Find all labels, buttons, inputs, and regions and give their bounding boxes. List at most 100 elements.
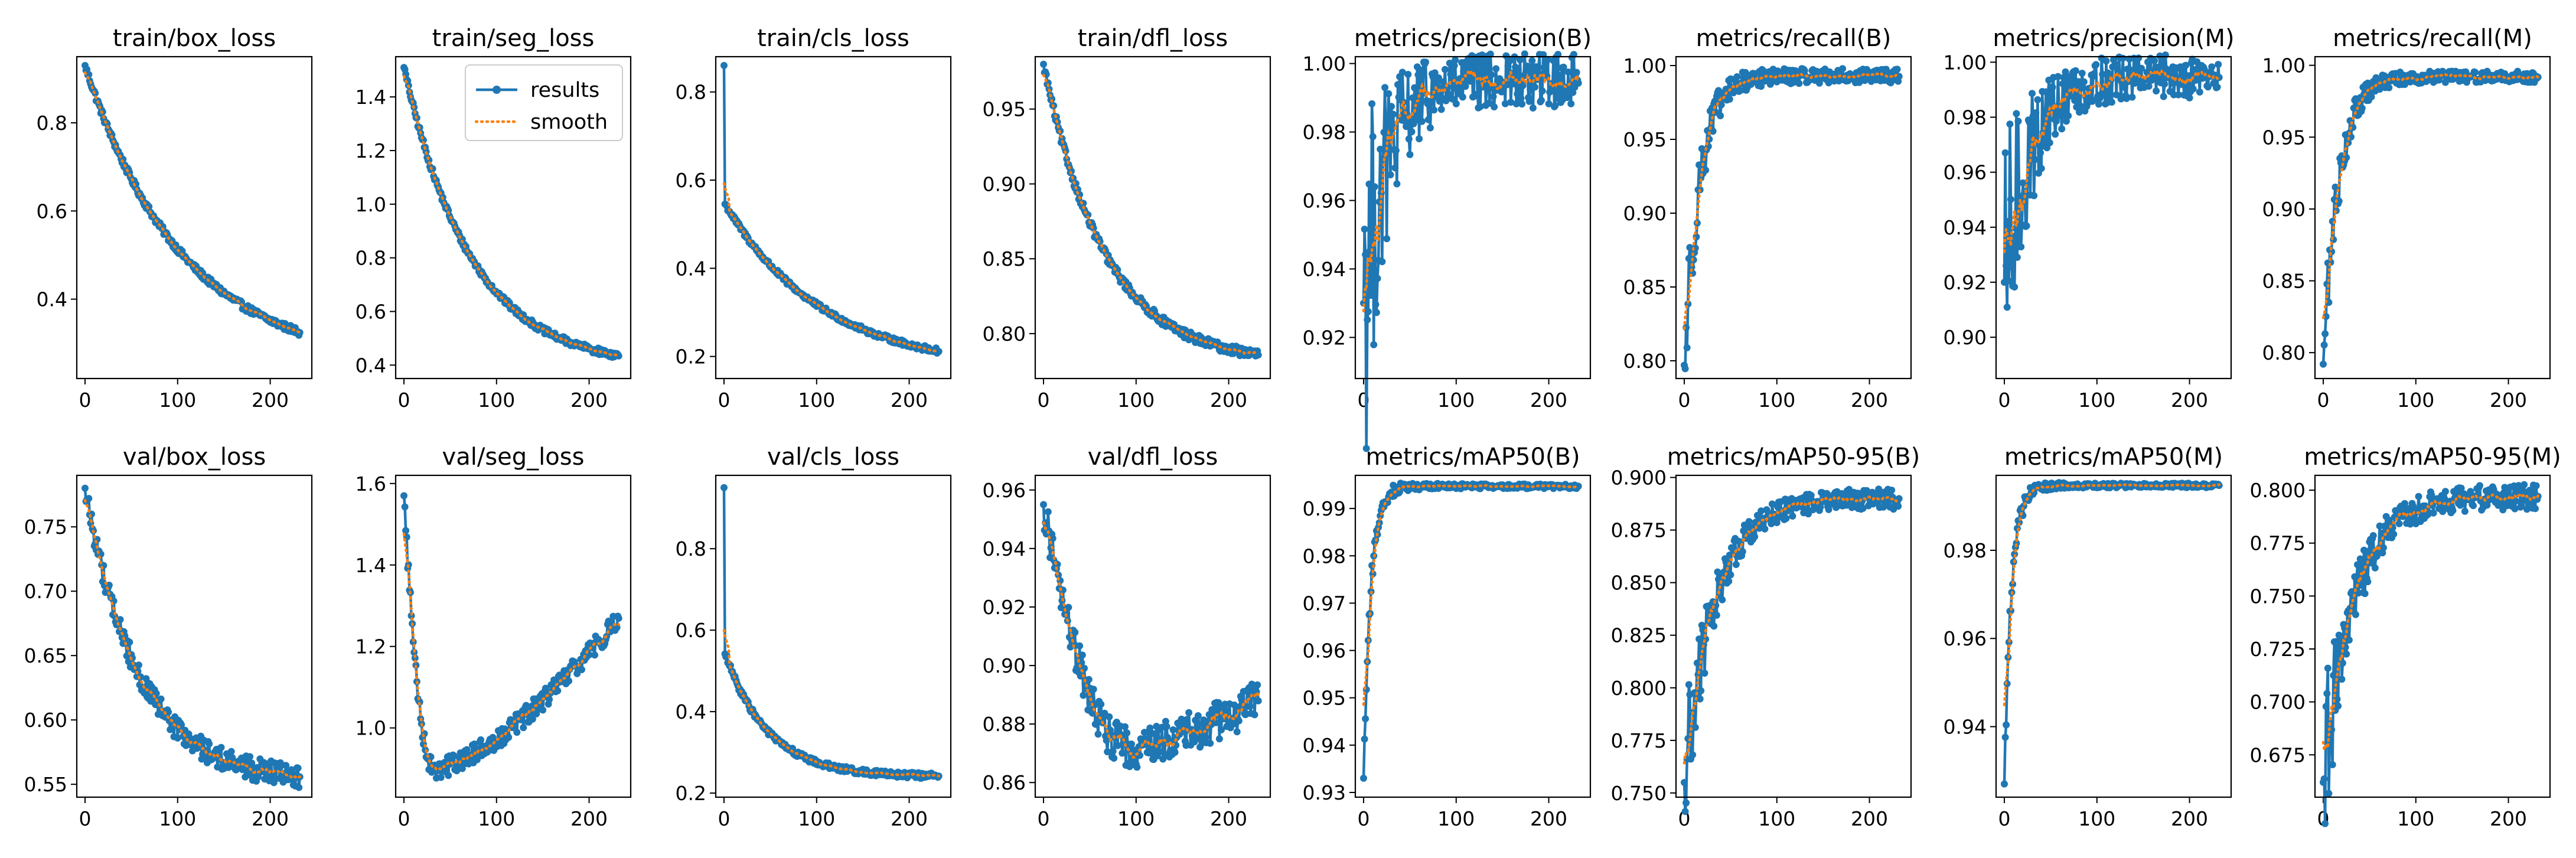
- y-tick-label: 0.94: [983, 537, 1026, 560]
- smooth-series-line: [2321, 492, 2539, 753]
- results-point: [1489, 93, 1497, 100]
- results-point: [1518, 100, 1526, 108]
- results-point: [1739, 548, 1746, 556]
- results-point: [2338, 676, 2346, 683]
- y-tick-label: 0.96: [1303, 190, 1346, 213]
- y-tick-label: 0.92: [983, 596, 1026, 619]
- results-point: [1528, 57, 1536, 64]
- results-point: [2325, 790, 2333, 797]
- results-point: [1367, 292, 1375, 299]
- results-point: [1361, 735, 1368, 743]
- results-point: [1573, 68, 1580, 76]
- results-point: [1735, 537, 1743, 545]
- results-point: [546, 696, 553, 703]
- results-point: [135, 661, 142, 669]
- results-point: [294, 764, 302, 772]
- results-point: [2121, 83, 2128, 91]
- results-point: [1390, 110, 1397, 118]
- results-point: [1807, 491, 1815, 499]
- results-point: [1127, 740, 1135, 748]
- results-point: [1123, 729, 1131, 737]
- results-point: [81, 484, 89, 492]
- smooth-series-line: [83, 71, 301, 334]
- x-tick-label: 0: [1358, 807, 1370, 830]
- x-tick-label: 200: [1210, 389, 1247, 412]
- x-tick-label: 100: [798, 389, 835, 412]
- results-point: [1795, 80, 1803, 87]
- results-point: [2161, 80, 2169, 88]
- plot-frame: [715, 56, 952, 380]
- y-tick-label: 0.2: [676, 345, 706, 368]
- y-tick-label: 0.775: [1611, 729, 1667, 752]
- y-tick-label: 0.92: [1303, 326, 1346, 349]
- results-point: [720, 484, 728, 491]
- results-point: [2385, 84, 2393, 92]
- results-point: [1426, 124, 1434, 132]
- results-point: [1388, 103, 1395, 110]
- results-point: [1686, 244, 1694, 252]
- y-tick-label: 0.96: [1303, 640, 1346, 663]
- y-tick-label: 0.98: [1303, 121, 1346, 144]
- results-point: [1757, 507, 1765, 515]
- results-point: [554, 687, 562, 694]
- y-tick-label: 0.70: [24, 580, 67, 603]
- results-point: [2013, 539, 2020, 547]
- subplot-title: val/box_loss: [123, 443, 266, 471]
- results-point: [1362, 251, 1369, 259]
- results-point: [1888, 487, 1896, 494]
- x-tick-label: 200: [1851, 389, 1888, 412]
- y-tick-label: 0.94: [1944, 716, 1987, 739]
- x-tick-label: 200: [570, 807, 608, 830]
- results-point: [2091, 70, 2098, 77]
- results-point: [2471, 68, 2479, 76]
- results-point: [1733, 73, 1741, 80]
- smooth-series-line: [2003, 67, 2220, 253]
- results-point: [1254, 681, 1261, 689]
- x-tick-label: 200: [2171, 389, 2208, 412]
- results-point: [2470, 502, 2477, 510]
- smooth-series-line: [2003, 483, 2220, 706]
- results-point: [2160, 93, 2167, 100]
- results-point: [2044, 130, 2052, 137]
- y-tick-label: 0.900: [1611, 466, 1667, 490]
- x-tick-label: 100: [2397, 807, 2434, 830]
- results-point: [1529, 104, 1537, 112]
- results-point: [2330, 671, 2337, 679]
- results-point: [2461, 507, 2469, 515]
- results-point: [2352, 611, 2359, 618]
- results-point: [542, 684, 549, 692]
- y-tick-label: 0.80: [983, 322, 1026, 345]
- y-tick-label: 0.95: [983, 98, 1026, 121]
- results-point: [1383, 235, 1391, 243]
- y-tick-label: 0.80: [2262, 341, 2306, 364]
- results-point: [1535, 64, 1543, 71]
- results-point: [505, 733, 513, 741]
- y-tick-label: 0.85: [2262, 270, 2306, 293]
- plot-frame: [715, 474, 952, 798]
- results-series-line: [722, 487, 940, 780]
- results-point: [1695, 635, 1703, 643]
- results-point: [1499, 86, 1507, 94]
- subplot-metrics-map50-m-: metrics/mAP50(M) 0.94 0.96 0.98 0 100 200: [1944, 443, 2232, 830]
- results-point: [2026, 118, 2033, 126]
- results-point: [1452, 56, 1459, 64]
- results-point: [1065, 603, 1072, 611]
- results-point: [1369, 570, 1377, 578]
- x-tick-label: 100: [798, 807, 835, 830]
- subplot-title: val/seg_loss: [442, 443, 585, 471]
- results-point: [402, 527, 410, 534]
- results-point: [615, 615, 622, 622]
- results-point: [1702, 167, 1710, 174]
- results-point: [1238, 696, 1245, 703]
- results-point: [2006, 120, 2014, 128]
- subplot-train-seg-loss: train/seg_loss 0.4 0.6 0.8 1.0 1.2 1.4 0 100 200 r…: [356, 25, 632, 412]
- results-point: [2324, 664, 2332, 672]
- results-point: [2076, 108, 2083, 116]
- results-point: [1544, 56, 1551, 63]
- subplot-val-cls-loss: val/cls_loss 0.2 0.4 0.6 0.8 0 100 200: [676, 443, 952, 830]
- subplot-val-dfl-loss: val/dfl_loss 0.86 0.88 0.90 0.92 0.94 0.96 0 100…: [983, 443, 1271, 830]
- smooth-series-line: [1362, 484, 1580, 706]
- results-point: [1545, 100, 1553, 107]
- subplot-title: val/cls_loss: [767, 443, 899, 471]
- x-tick-label: 200: [2171, 807, 2208, 830]
